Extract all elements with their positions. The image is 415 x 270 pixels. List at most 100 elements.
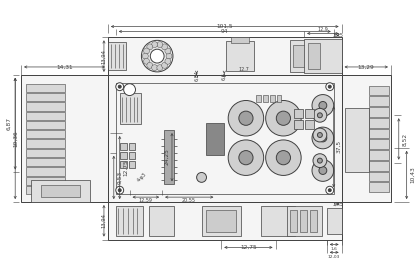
- Bar: [108, 75, 342, 202]
- Circle shape: [124, 84, 135, 96]
- Circle shape: [118, 85, 121, 88]
- Circle shape: [312, 127, 334, 149]
- Text: 10,43: 10,43: [410, 166, 415, 183]
- Bar: [256, 94, 261, 102]
- Bar: [369, 150, 389, 160]
- Circle shape: [312, 160, 334, 181]
- Text: 8,52: 8,52: [402, 132, 407, 146]
- Circle shape: [142, 40, 173, 72]
- Text: 20,55: 20,55: [182, 198, 196, 202]
- Circle shape: [319, 134, 327, 142]
- Circle shape: [142, 53, 148, 59]
- Text: 14,31: 14,31: [56, 65, 73, 69]
- Bar: [149, 206, 174, 236]
- Bar: [120, 143, 127, 150]
- Text: 12,9: 12,9: [317, 27, 328, 32]
- Bar: [308, 43, 320, 69]
- Circle shape: [165, 48, 171, 54]
- Circle shape: [147, 44, 153, 50]
- Bar: [120, 152, 127, 159]
- Bar: [26, 177, 66, 185]
- Bar: [129, 143, 135, 150]
- Text: 6,6: 6,6: [222, 72, 227, 80]
- Bar: [26, 186, 66, 194]
- Bar: [120, 93, 142, 124]
- Bar: [31, 180, 90, 202]
- Circle shape: [319, 167, 327, 174]
- Circle shape: [228, 140, 264, 176]
- Bar: [276, 94, 281, 102]
- Bar: [108, 42, 126, 70]
- Bar: [369, 139, 389, 149]
- Bar: [263, 94, 268, 102]
- Text: 24,25: 24,25: [165, 148, 170, 165]
- Bar: [116, 83, 334, 194]
- Circle shape: [197, 173, 207, 182]
- Text: 13,94: 13,94: [101, 213, 106, 228]
- Bar: [369, 183, 389, 192]
- Circle shape: [118, 189, 121, 192]
- Bar: [305, 120, 314, 129]
- Circle shape: [266, 140, 301, 176]
- Circle shape: [147, 62, 153, 68]
- Bar: [21, 75, 108, 202]
- Circle shape: [228, 100, 264, 136]
- Bar: [293, 45, 305, 67]
- Bar: [26, 93, 66, 101]
- Circle shape: [239, 151, 253, 165]
- Circle shape: [266, 100, 301, 136]
- Circle shape: [326, 83, 334, 91]
- Bar: [129, 152, 135, 159]
- Bar: [369, 172, 389, 181]
- Circle shape: [328, 189, 331, 192]
- Circle shape: [166, 53, 172, 59]
- Bar: [26, 130, 66, 139]
- Circle shape: [313, 108, 327, 122]
- Circle shape: [317, 133, 322, 137]
- Text: 12,75: 12,75: [123, 159, 128, 176]
- Bar: [369, 96, 389, 106]
- Circle shape: [317, 158, 322, 163]
- Bar: [294, 109, 303, 118]
- Bar: [26, 121, 66, 129]
- Circle shape: [313, 154, 327, 168]
- Circle shape: [276, 151, 290, 165]
- Text: 6,84: 6,84: [194, 70, 199, 81]
- Bar: [108, 37, 342, 75]
- Bar: [342, 75, 391, 202]
- Bar: [290, 210, 297, 232]
- Text: 9,53: 9,53: [117, 171, 122, 184]
- Circle shape: [150, 49, 164, 63]
- Bar: [304, 39, 342, 73]
- Text: 12,59: 12,59: [139, 198, 152, 202]
- Bar: [108, 202, 342, 239]
- Text: 3,75: 3,75: [332, 201, 343, 207]
- Bar: [261, 206, 295, 236]
- Bar: [369, 86, 389, 96]
- Text: 13,29: 13,29: [358, 65, 375, 69]
- Bar: [202, 206, 241, 236]
- Bar: [26, 112, 66, 120]
- Circle shape: [313, 128, 327, 142]
- Circle shape: [157, 65, 163, 71]
- Circle shape: [319, 102, 327, 109]
- Text: 37,5: 37,5: [336, 140, 341, 153]
- Circle shape: [161, 44, 168, 50]
- Bar: [308, 45, 320, 67]
- Circle shape: [144, 58, 149, 64]
- Bar: [26, 149, 66, 157]
- Bar: [207, 210, 236, 232]
- Text: 94: 94: [221, 29, 229, 34]
- Bar: [26, 84, 66, 92]
- Text: 12,7: 12,7: [238, 66, 249, 72]
- Circle shape: [151, 65, 158, 71]
- Bar: [164, 130, 174, 184]
- Bar: [327, 208, 342, 234]
- Bar: [207, 123, 224, 155]
- Bar: [369, 161, 389, 171]
- Text: 101,5: 101,5: [216, 24, 233, 29]
- Bar: [116, 206, 144, 236]
- Circle shape: [116, 186, 124, 194]
- Text: 12,75: 12,75: [240, 245, 257, 250]
- Circle shape: [312, 94, 334, 116]
